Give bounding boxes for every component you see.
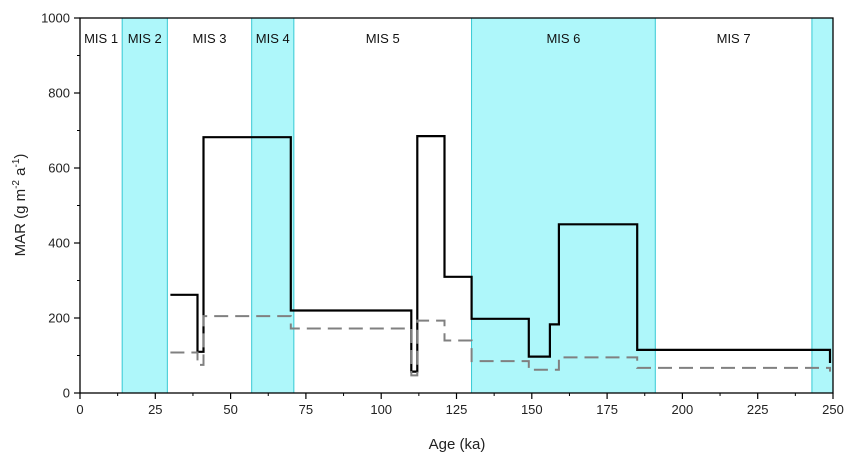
axes: 0 25 50 75 100 125 150 175 200 225 250 0 200 400 600 80… (41, 11, 844, 418)
mis-band-label-1: MIS 2 (128, 31, 162, 46)
x-tick-label-1: 25 (148, 402, 162, 417)
y-tick-label-4: 800 (48, 86, 70, 101)
y-axis-title-sup1: -2 (11, 180, 22, 189)
x-tick-label-8: 200 (672, 402, 694, 417)
y-axis-title-end: ) (12, 154, 29, 159)
x-tick-label-5: 125 (446, 402, 468, 417)
y-axis-title-mid: a (12, 167, 29, 180)
y-axis-title: MAR (g m-2 a-1) (11, 154, 29, 257)
mis-band-5 (471, 17, 656, 394)
chart-series (170, 135, 832, 377)
x-tick-label-4: 100 (370, 402, 392, 417)
x-tick-label-3: 75 (299, 402, 313, 417)
y-axis-title-base: MAR (g m (12, 189, 29, 257)
mis-band-label-3: MIS 4 (256, 31, 290, 46)
y-tick-label-1: 200 (48, 311, 70, 326)
y-tick-label-0: 0 (63, 386, 70, 401)
y-tick-label-2: 400 (48, 236, 70, 251)
mis-band-1 (121, 17, 168, 394)
mis-band-label-0: MIS 1 (84, 31, 118, 46)
band-labels: MIS 1 MIS 2 MIS 3 MIS 4 MIS 5 MIS 6 MIS 7 (84, 31, 750, 46)
x-tick-label-9: 225 (747, 402, 769, 417)
x-tick-label-10: 250 (822, 402, 844, 417)
mis-band-label-4: MIS 5 (366, 31, 400, 46)
mis-bands (121, 17, 834, 394)
mis-band-label-6: MIS 7 (717, 31, 751, 46)
mis-band-7 (811, 17, 834, 394)
series-dashed-line (170, 315, 831, 377)
mis-band-3 (251, 17, 295, 394)
y-tick-label-5: 1000 (41, 11, 70, 26)
x-axis-title: Age (ka) (429, 436, 486, 453)
x-tick-label-2: 50 (223, 402, 237, 417)
y-axis-title-sup2: -1 (11, 158, 22, 167)
x-tick-label-6: 150 (521, 402, 543, 417)
mis-band-label-5: MIS 6 (546, 31, 580, 46)
series-solid-line (170, 135, 832, 373)
mis-band-label-2: MIS 3 (193, 31, 227, 46)
x-tick-label-0: 0 (76, 402, 83, 417)
x-tick-label-7: 175 (596, 402, 618, 417)
y-tick-label-3: 600 (48, 161, 70, 176)
plot-frame (79, 17, 834, 394)
